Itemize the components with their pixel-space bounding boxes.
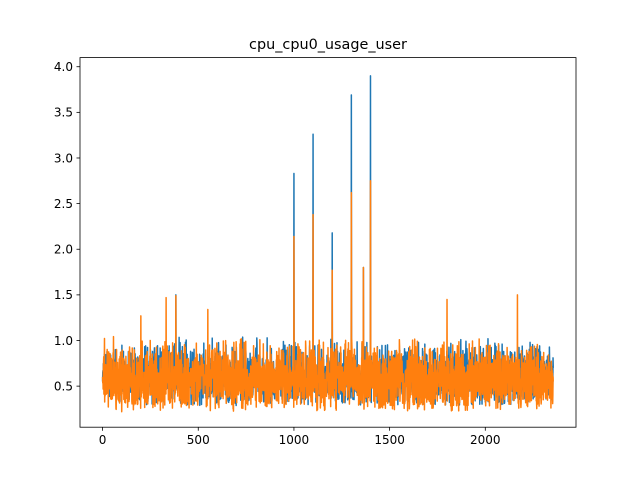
- y-tick-label: 1.5: [54, 288, 73, 302]
- series-layer: [101, 75, 554, 413]
- x-tick-label: 2000: [470, 433, 501, 447]
- y-tick-label: 2.5: [54, 197, 73, 211]
- y-tick-label: 0.5: [54, 379, 73, 393]
- plot-area: [79, 57, 577, 428]
- series-line-2: [101, 180, 554, 413]
- x-tick-label: 1000: [279, 433, 310, 447]
- y-tick-label: 1.0: [54, 334, 73, 348]
- x-tick-label: 500: [187, 433, 210, 447]
- y-tick-label: 3.5: [54, 106, 73, 120]
- chart-title: cpu_cpu0_usage_user: [249, 37, 407, 53]
- y-tick-label: 3.0: [54, 151, 73, 165]
- axes-frame: [79, 57, 577, 428]
- x-axis: 0 500 1000 1500 2000: [99, 427, 501, 447]
- y-tick-label: 4.0: [54, 60, 73, 74]
- y-axis: 0.5 1.0 1.5 2.0 2.5 3.0 3.5 4.0: [54, 60, 80, 393]
- x-tick-label: 1500: [374, 433, 405, 447]
- y-tick-label: 2.0: [54, 243, 73, 257]
- x-tick-label: 0: [99, 433, 107, 447]
